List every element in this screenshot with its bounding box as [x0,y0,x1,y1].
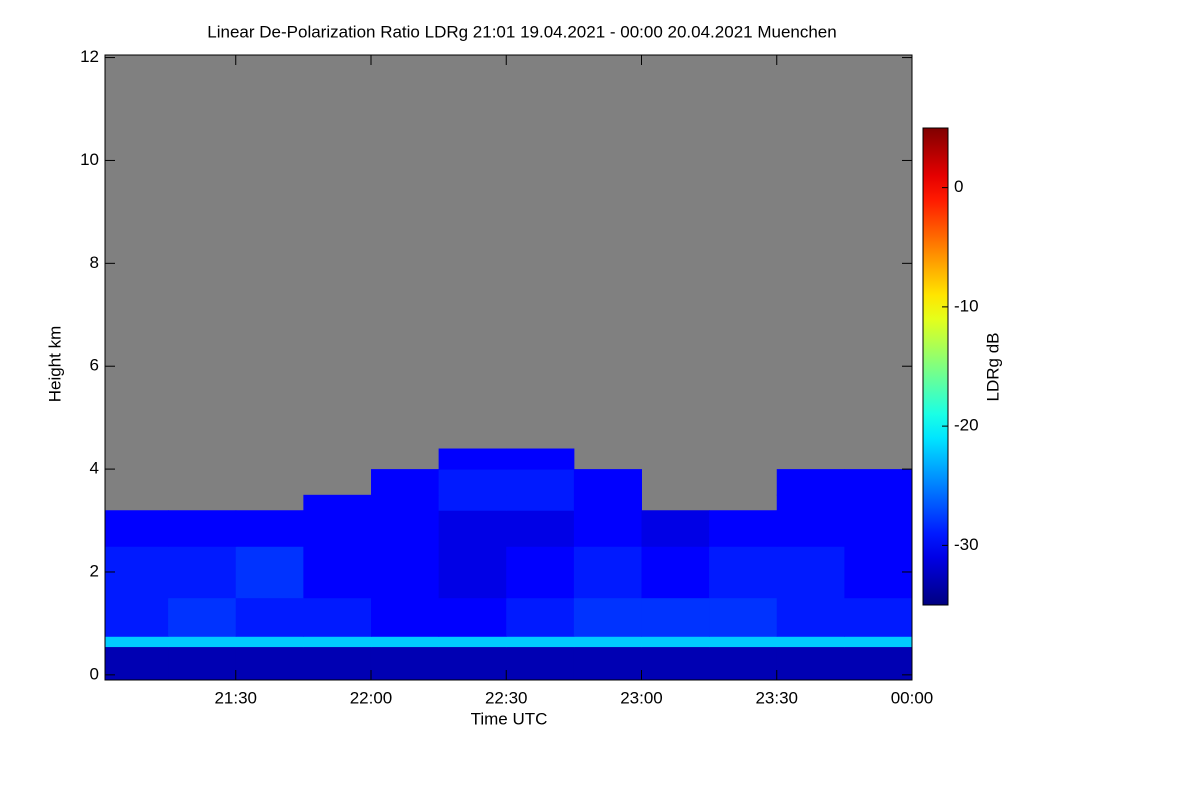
heatmap-cell [235,546,304,599]
heatmap-cell [303,494,372,511]
y-tick-label: 0 [90,664,99,683]
heatmap-cell [370,636,440,648]
heatmap-cell [506,510,575,547]
x-axis-label: Time UTC [471,709,548,728]
heatmap-cell [303,646,372,681]
heatmap-cell [506,597,575,637]
y-tick-label: 2 [90,561,99,580]
heatmap-cell [844,494,913,511]
colorbar-tick-label: -20 [954,416,979,435]
heatmap-cell [573,469,642,496]
heatmap-cell [438,469,507,496]
heatmap-cell [235,597,304,637]
heatmap-cell [370,494,440,511]
heatmap-cell [168,510,237,547]
heatmap-cell [776,597,845,637]
heatmap-cell [506,646,575,681]
chart-title: Linear De-Polarization Ratio LDRg 21:01 … [207,22,836,41]
heatmap-cell [105,597,169,637]
heatmap-cell [709,546,778,599]
heatmap-cell [168,597,237,637]
heatmap-cell [776,494,845,511]
heatmap-cell [303,510,372,547]
heatmap-cell [438,510,507,547]
heatmap-cell [844,636,913,648]
heatmap-cell [506,636,575,648]
heatmap-cell [506,546,575,599]
x-tick-label: 22:30 [485,688,528,707]
heatmap-cell [844,546,913,599]
colorbar-tick-label: 0 [954,177,963,196]
heatmap-cell [573,597,642,637]
heatmap-cell [641,636,710,648]
y-tick-label: 6 [90,356,99,375]
heatmap-cell [844,510,913,547]
heatmap-cell [506,469,575,496]
y-tick-label: 8 [90,253,99,272]
heatmap-cell [303,546,372,599]
heatmap-cell [370,510,440,547]
heatmap-cell [370,646,440,681]
colorbar-tick-label: -10 [954,296,979,315]
heatmap-cell [168,646,237,681]
heatmap-cell [235,636,304,648]
heatmap-cell [235,510,304,547]
x-tick-label: 00:00 [891,688,934,707]
heatmap-cell [303,597,372,637]
y-tick-label: 4 [90,459,99,478]
heatmap-cell [370,597,440,637]
y-tick-label: 10 [80,150,99,169]
heatmap-cell [506,494,575,511]
x-tick-label: 21:30 [214,688,257,707]
heatmap-cell [235,646,304,681]
heatmap-cell [709,646,778,681]
heatmap-cell [438,546,507,599]
colorbar-label: LDRg dB [983,333,1002,402]
colorbar [922,127,949,606]
heatmap-cell [438,494,507,511]
heatmap-cell [573,546,642,599]
heatmap-cell [641,646,710,681]
heatmap-cell [370,546,440,599]
y-tick-label: 12 [80,47,99,66]
heatmap-cell [168,636,237,648]
heatmap-cell [438,448,507,470]
heatmap-cell [776,469,845,496]
heatmap-cell [438,597,507,637]
heatmap-cell [776,546,845,599]
x-tick-label: 22:00 [350,688,393,707]
heatmap-cell [573,636,642,648]
heatmap-cell [641,546,710,599]
heatmap-cell [105,510,169,547]
x-tick-label: 23:30 [755,688,798,707]
heatmap-cell [105,636,169,648]
heatmap-cell [573,510,642,547]
heatmap-cell [776,510,845,547]
colorbar-tick-label: -30 [954,535,979,554]
heatmap-cell [776,636,845,648]
heatmap-cell [776,646,845,681]
heatmap-cell [105,546,169,599]
x-tick-label: 23:00 [620,688,663,707]
heatmap-cell [641,510,710,547]
heatmap-cell [844,646,913,681]
heatmap-cell [573,646,642,681]
heatmap-cell [438,646,507,681]
heatmap-cell [438,636,507,648]
heatmap-cell [709,597,778,637]
heatmap-cell [641,597,710,637]
heatmap-cell [370,469,440,496]
y-axis-label: Height km [45,326,64,403]
heatmap-cell [573,494,642,511]
heatmap-cell [844,469,913,496]
heatmap-cell [168,546,237,599]
heatmap-cell [844,597,913,637]
plot-frame [104,54,913,681]
heatmap-cell [303,636,372,648]
heatmap-cell [105,646,169,681]
heatmap-cell [709,636,778,648]
heatmap-cell [709,510,778,547]
heatmap-cell [506,448,575,470]
